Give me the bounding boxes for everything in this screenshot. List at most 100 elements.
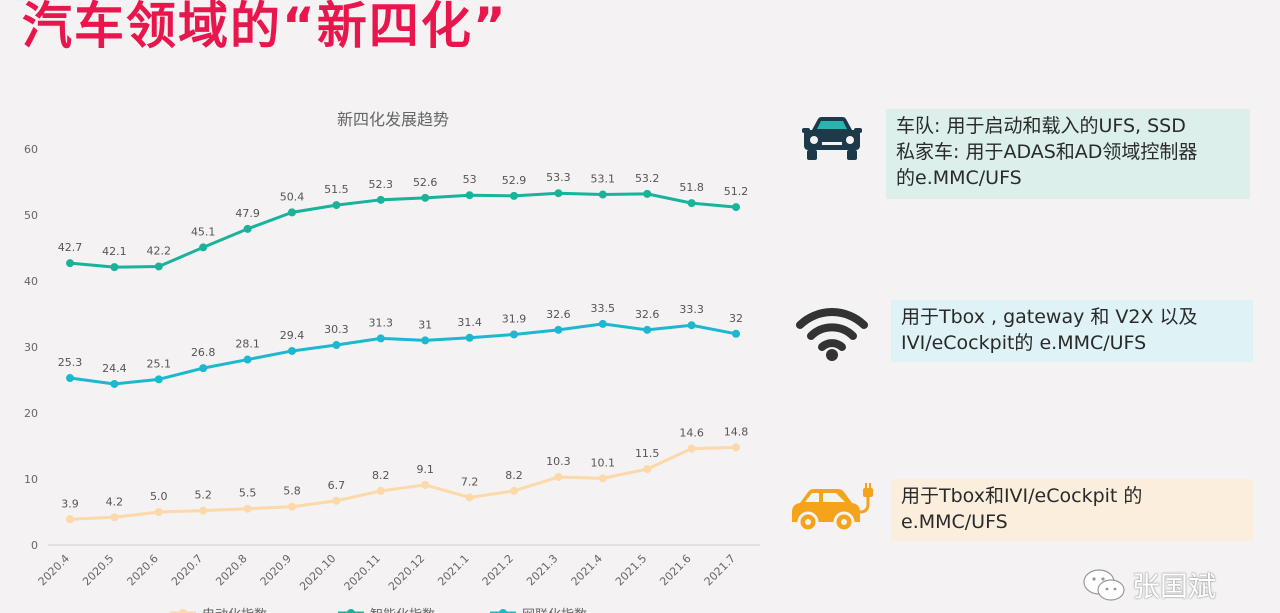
- data-label: 32.6: [546, 308, 571, 321]
- data-label: 32: [729, 312, 743, 325]
- data-label: 5.5: [239, 487, 257, 500]
- data-point: [510, 486, 518, 495]
- data-label: 8.2: [372, 469, 390, 482]
- data-point: [510, 330, 518, 339]
- info-card-electric: 用于Tbox和IVI/eCockpit 的 e.MMC/UFS: [891, 479, 1253, 541]
- data-label: 9.1: [416, 463, 434, 476]
- data-point: [421, 336, 430, 345]
- data-point: [332, 496, 341, 505]
- x-tick-label: 2020.12: [386, 552, 427, 593]
- y-tick-label: 30: [24, 341, 38, 354]
- data-label: 42.7: [58, 241, 83, 254]
- watermark: 张国斌: [1082, 565, 1216, 605]
- data-point: [110, 513, 119, 522]
- page-title: 汽车领域的“新四化”: [22, 0, 508, 55]
- data-label: 31: [418, 318, 432, 331]
- data-label: 10.1: [591, 456, 616, 469]
- x-tick-label: 2021.1: [435, 552, 471, 588]
- data-label: 29.4: [280, 329, 305, 342]
- wifi-icon: [796, 308, 868, 361]
- data-label: 25.3: [58, 356, 83, 369]
- series-line: [69, 322, 737, 386]
- data-label: 5.0: [150, 490, 168, 503]
- data-point: [598, 190, 607, 199]
- x-tick-label: 2020.11: [342, 552, 383, 593]
- card-line: 用于Tbox , gateway 和 V2X 以及: [901, 306, 1198, 328]
- data-point: [465, 333, 474, 342]
- data-label: 14.8: [724, 425, 749, 438]
- data-point: [598, 474, 607, 483]
- data-point: [465, 191, 474, 200]
- data-point: [199, 243, 208, 252]
- data-label: 51.5: [324, 183, 349, 196]
- data-label: 4.2: [106, 495, 124, 508]
- data-label: 53.3: [546, 171, 571, 184]
- x-tick-label: 2021.5: [613, 552, 649, 588]
- data-point: [199, 364, 208, 373]
- x-tick-label: 2021.3: [524, 552, 560, 588]
- data-label: 6.7: [328, 479, 346, 492]
- data-label: 42.2: [147, 244, 172, 257]
- data-point: [687, 444, 696, 453]
- y-tick-label: 40: [24, 275, 38, 288]
- data-point: [554, 473, 563, 482]
- electric-car-icon: [792, 483, 873, 533]
- data-point: [154, 262, 163, 271]
- data-label: 8.2: [505, 469, 523, 482]
- data-point: [376, 195, 385, 204]
- data-point: [110, 379, 119, 388]
- card-line: 的e.MMC/UFS: [896, 167, 1022, 189]
- data-point: [332, 341, 341, 350]
- x-tick-label: 2020.5: [80, 552, 116, 588]
- wechat-icon: [1083, 569, 1125, 601]
- data-label: 33.3: [679, 303, 704, 316]
- watermark-text: 张国斌: [1132, 570, 1217, 603]
- data-label: 10.3: [546, 455, 571, 468]
- data-label: 31.9: [502, 312, 527, 325]
- data-point: [243, 504, 252, 513]
- x-tick-label: 2021.4: [569, 552, 605, 588]
- data-label: 33.5: [591, 302, 616, 315]
- series-line: [69, 445, 737, 521]
- data-label: 52.3: [369, 178, 394, 191]
- data-point: [332, 201, 341, 210]
- y-tick-label: 10: [24, 473, 38, 486]
- data-label: 51.8: [679, 181, 704, 194]
- data-point: [687, 199, 696, 208]
- data-point: [554, 325, 563, 334]
- x-tick-label: 2021.7: [702, 552, 738, 588]
- data-point: [598, 319, 607, 328]
- x-tick-label: 2021.2: [480, 552, 516, 588]
- data-point: [154, 375, 163, 384]
- data-label: 51.2: [724, 185, 749, 198]
- x-tick-label: 2020.10: [297, 552, 338, 593]
- data-label: 25.1: [147, 357, 172, 370]
- data-label: 31.3: [369, 316, 394, 329]
- data-label: 5.8: [283, 485, 301, 498]
- info-card-connectivity: 用于Tbox , gateway 和 V2X 以及 IVI/eCockpit的 …: [891, 300, 1253, 362]
- legend-label: 智能化指数: [370, 608, 435, 613]
- legend-label: 网联化指数: [522, 608, 587, 613]
- data-point: [288, 502, 296, 511]
- data-point: [376, 334, 385, 343]
- data-point: [643, 189, 652, 198]
- data-label: 52.6: [413, 176, 438, 189]
- data-label: 53.2: [635, 172, 660, 185]
- data-point: [110, 263, 119, 272]
- data-point: [732, 203, 740, 212]
- data-label: 52.9: [502, 174, 527, 187]
- data-label: 42.1: [102, 245, 127, 258]
- data-label: 30.3: [324, 323, 349, 336]
- data-point: [288, 346, 296, 355]
- x-tick-label: 2021.6: [657, 552, 693, 588]
- data-label: 3.9: [61, 497, 79, 510]
- data-label: 24.4: [102, 362, 127, 375]
- y-tick-label: 50: [24, 209, 38, 222]
- legend-marker: [179, 609, 187, 613]
- legend-marker: [347, 609, 355, 613]
- data-point: [732, 329, 740, 338]
- card-line: e.MMC/UFS: [901, 511, 1008, 533]
- data-label: 11.5: [635, 447, 660, 460]
- card-line: IVI/eCockpit的 e.MMC/UFS: [901, 332, 1147, 354]
